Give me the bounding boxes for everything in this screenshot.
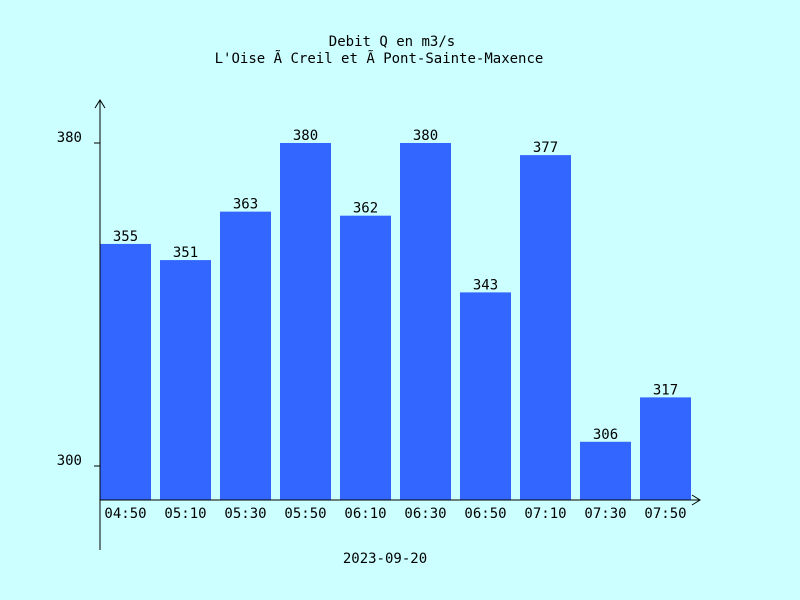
x-axis-arrow xyxy=(691,494,701,506)
x-axis-label: 2023-09-20 xyxy=(343,551,427,567)
bar-05:50 xyxy=(280,143,331,500)
y-tick-label: 300 xyxy=(57,453,82,469)
bar-07:30 xyxy=(580,441,631,500)
x-tick-label: 05:30 xyxy=(224,506,266,522)
y-tick-label: 380 xyxy=(57,130,82,146)
bar-value-label: 351 xyxy=(173,245,198,261)
bar-value-label: 355 xyxy=(113,229,138,245)
bar-05:10 xyxy=(160,260,211,500)
bar-value-label: 362 xyxy=(353,201,378,217)
bar-06:50 xyxy=(460,292,511,500)
x-tick-label: 07:10 xyxy=(524,506,566,522)
bar-value-label: 380 xyxy=(413,128,438,144)
bar-value-label: 377 xyxy=(533,140,558,156)
bar-04:50 xyxy=(100,243,151,500)
x-tick-label: 05:10 xyxy=(164,506,206,522)
x-tick-label: 04:50 xyxy=(104,506,146,522)
bar-07:10 xyxy=(520,155,571,501)
bar-value-label: 363 xyxy=(233,197,258,213)
bars-group xyxy=(100,143,691,501)
bar-value-label: 380 xyxy=(293,128,318,144)
y-axis-arrow xyxy=(94,99,106,109)
bar-06:30 xyxy=(400,143,451,500)
x-tick-label: 06:30 xyxy=(404,506,446,522)
x-tick-label: 05:50 xyxy=(284,506,326,522)
bar-labels-group: 355 351 363 380 362 380 343 377 306 317 xyxy=(113,128,678,443)
chart-subtitle: L'Oise Ã Creil et Ã Pont-Sainte-Maxence xyxy=(215,50,544,67)
x-tick-labels-group: 04:50 05:10 05:30 05:50 06:10 06:30 06:50 07:10… xyxy=(104,506,686,522)
chart-title: Debit Q en m3/s xyxy=(329,34,455,50)
x-tick-label: 06:10 xyxy=(344,506,386,522)
x-tick-label: 07:50 xyxy=(644,506,686,522)
x-tick-label: 07:30 xyxy=(584,506,626,522)
x-tick-label: 06:50 xyxy=(464,506,506,522)
bar-07:50 xyxy=(640,397,691,500)
bar-value-label: 343 xyxy=(473,277,498,293)
bar-value-label: 317 xyxy=(653,382,678,398)
y-axis-ticks-group: 300 380 xyxy=(57,130,100,469)
bar-05:30 xyxy=(220,211,271,500)
bar-value-label: 306 xyxy=(593,427,618,443)
bar-06:10 xyxy=(340,215,391,501)
